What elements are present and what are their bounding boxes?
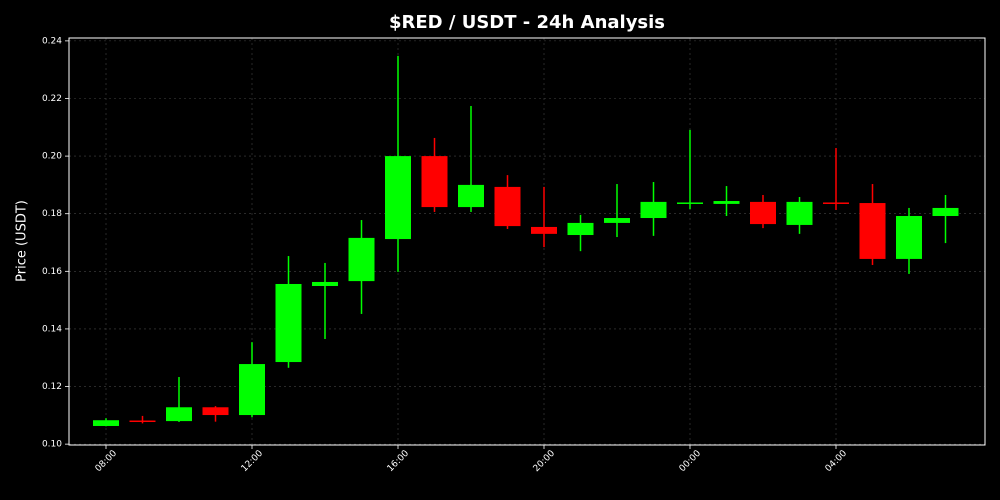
candle-body (275, 283, 302, 363)
candle-body (458, 184, 484, 208)
candle-body (202, 407, 229, 416)
y-tick-label: 0.16 (42, 267, 62, 277)
candle-body (312, 281, 338, 287)
candle-body (786, 201, 813, 225)
candle-body (859, 203, 886, 259)
candle-body (348, 237, 375, 282)
candle-body (640, 201, 667, 219)
x-tick-label: 20:00 (532, 448, 558, 474)
y-tick-label: 0.20 (42, 152, 62, 162)
candle-body (239, 364, 265, 416)
x-tick-label: 08:00 (94, 448, 120, 474)
y-axis-label: Price (USDT) (15, 200, 30, 282)
y-tick-label: 0.14 (42, 324, 62, 334)
candle-body (129, 420, 156, 423)
candle-body (750, 201, 776, 225)
candle-body (932, 207, 959, 217)
candle-body (677, 202, 703, 204)
x-tick-label: 04:00 (824, 448, 850, 474)
candle-body (166, 407, 192, 422)
y-tick-label: 0.10 (42, 440, 62, 450)
x-tick-label: 00:00 (678, 448, 704, 474)
candle-body (604, 218, 630, 223)
candle-body (823, 202, 849, 204)
x-tick-label: 16:00 (386, 448, 412, 474)
chart-title: $RED / USDT - 24h Analysis (389, 12, 665, 33)
candle-body (93, 420, 119, 426)
candle-body (531, 226, 557, 234)
candle-body (494, 186, 521, 227)
y-tick-label: 0.22 (42, 94, 62, 104)
y-tick-label: 0.18 (42, 209, 62, 219)
candle-body (896, 216, 922, 259)
candle-body (421, 156, 448, 208)
y-tick-label: 0.24 (42, 36, 62, 46)
candle-body (713, 201, 740, 204)
plot-frame (68, 37, 986, 446)
candle-body (567, 222, 594, 236)
candle-body (385, 156, 411, 240)
x-tick-label: 12:00 (240, 448, 266, 474)
y-tick-label: 0.12 (42, 382, 62, 392)
